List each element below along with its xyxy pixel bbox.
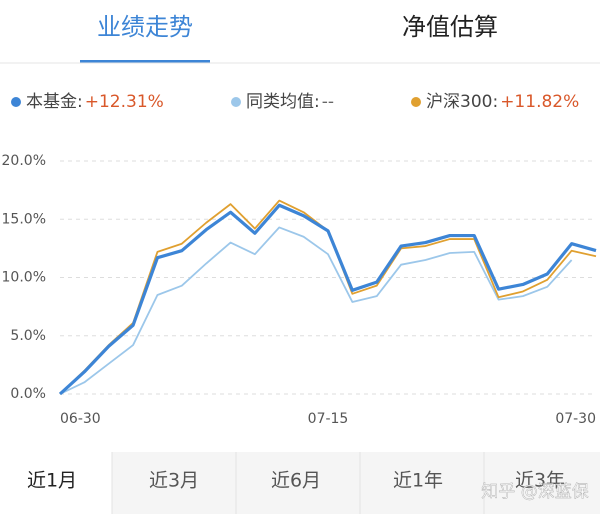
series-line [59,226,573,395]
tab-indicator [80,60,210,63]
x-tick-label: 07-30 [555,411,596,427]
y-tick-label: 10.0% [2,270,46,286]
watermark: 知乎 @深蓝保 [481,482,588,502]
legend-value: -- [322,92,334,112]
y-tick-label: 15.0% [2,211,46,227]
tab[interactable]: 净值估算 [402,13,498,41]
y-tick-label: 20.0% [2,153,46,169]
legend-value: +11.82% [500,92,579,112]
legend-label: 同类均值: [246,92,320,112]
legend-dot [11,97,21,107]
legend-dot [411,97,421,107]
period-tab[interactable]: 近1年 [393,470,443,492]
legend-label: 沪深300: [426,92,498,112]
legend-label: 本基金: [26,92,83,112]
legend-value: +12.31% [85,92,164,112]
y-tick-label: 0.0% [10,386,46,402]
period-tab[interactable]: 近3月 [149,470,199,492]
period-tab[interactable]: 近1月 [27,470,77,492]
period-tab[interactable]: 近6月 [271,470,321,492]
x-tick-label: 07-15 [308,411,349,427]
tab[interactable]: 业绩走势 [97,13,193,41]
period-active [0,452,112,514]
y-tick-label: 5.0% [10,328,46,344]
series-line [58,203,597,396]
x-tick-label: 06-30 [60,411,101,427]
legend-dot [231,97,241,107]
period-tab[interactable]: 近3年 [515,470,565,492]
